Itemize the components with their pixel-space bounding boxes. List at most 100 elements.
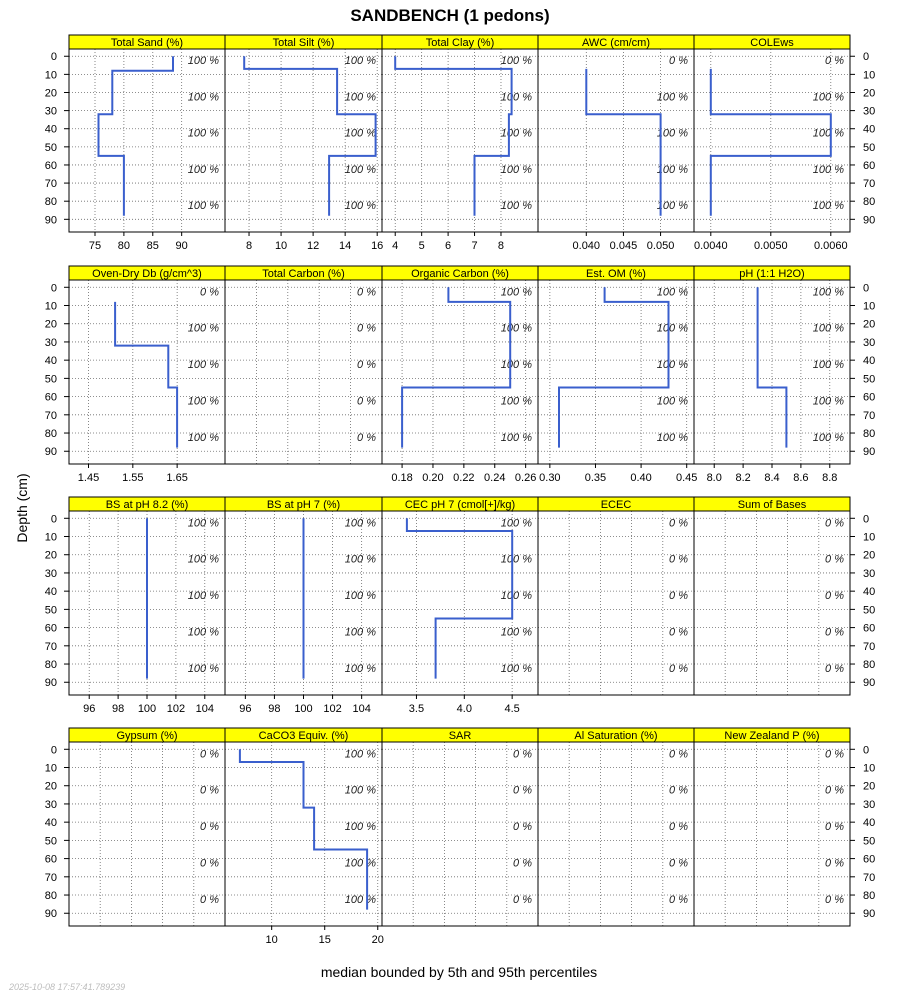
x-tick-label: 100 [138,703,156,715]
depth-tick-label: 40 [45,586,57,598]
pct-label: 100 % [188,432,219,444]
depth-tick-label: 80 [863,428,875,440]
pct-label: 100 % [657,128,688,140]
x-tick-label: 0.30 [539,472,560,484]
y-axis-label: Depth (cm) [14,473,30,542]
panel-2: Total Silt (%) 8 10 12 14 16 100 % 100 % 100 % 10… [224,34,383,252]
pct-label: 100 % [813,200,844,212]
x-tick-label: 0.0060 [814,240,848,252]
x-tick-label: 8 [246,240,252,252]
depth-tick-label: 0 [863,282,869,294]
pct-label: 100 % [345,590,376,602]
panel-strip-label: ECEC [601,499,632,511]
depth-tick-label: 60 [45,392,57,404]
panel-strip-label: Total Sand (%) [111,37,183,49]
pct-label: 100 % [657,432,688,444]
panel-17: CaCO3 Equiv. (%) 10 15 20 100 % 100 % 100 % 100… [224,727,384,946]
pct-label: 100 % [188,359,219,371]
x-tick-label: 8.6 [793,472,808,484]
depth-tick-label: 10 [863,532,875,544]
depth-tick-label: 70 [863,872,875,884]
pct-label: 100 % [657,359,688,371]
x-tick-label: 4.0 [457,703,472,715]
panel-20: New Zealand P (%) 0 % 0 % 0 % 0 % 0 % [693,727,851,927]
x-tick-label: 102 [323,703,341,715]
panel-strip-label: Al Saturation (%) [574,730,657,742]
pct-label: 0 % [669,821,688,833]
pct-label: 100 % [813,286,844,298]
pct-label: 0 % [825,55,844,67]
profile-line [97,56,174,216]
depth-tick-label: 20 [45,781,57,793]
x-tick-label: 0.35 [585,472,606,484]
panel-14: ECEC 0 % 0 % 0 % 0 % 0 % [537,496,695,696]
profile-line [756,287,788,448]
pct-label: 100 % [501,554,532,566]
x-tick-label: 1.45 [78,472,99,484]
pct-label: 0 % [513,785,532,797]
pct-label: 100 % [657,286,688,298]
pct-label: 0 % [825,554,844,566]
pct-label: 100 % [188,554,219,566]
pct-label: 0 % [513,894,532,906]
depth-tick-label: 90 [45,908,57,920]
panel-19: Al Saturation (%) 0 % 0 % 0 % 0 % 0 % [537,727,695,927]
depth-tick-label: 10 [45,763,57,775]
x-tick-label: 96 [239,703,251,715]
depth-tick-label: 40 [45,355,57,367]
depth-tick-label: 40 [45,124,57,136]
depth-tick-label: 30 [863,568,875,580]
pct-label: 100 % [813,359,844,371]
x-tick-label: 8.4 [764,472,779,484]
pct-label: 100 % [813,396,844,408]
depth-tick-label: 60 [863,160,875,172]
pct-label: 0 % [200,894,219,906]
x-tick-label: 0.24 [484,472,505,484]
pct-label: 0 % [669,748,688,760]
x-tick-label: 12 [307,240,319,252]
x-tick-label: 8 [498,240,504,252]
pct-label: 100 % [188,590,219,602]
depth-tick-label: 70 [45,178,57,190]
pct-label: 100 % [657,323,688,335]
profile-line [401,287,512,448]
pct-label: 0 % [825,821,844,833]
depth-tick-label: 70 [863,410,875,422]
x-tick-label: 98 [268,703,280,715]
x-tick-label: 7 [471,240,477,252]
pct-label: 100 % [657,396,688,408]
depth-tick-label: 50 [863,835,875,847]
panel-strip-label: BS at pH 8.2 (%) [106,499,189,511]
panel-1: Total Sand (%) 75 80 85 90 100 % 100 % 100 % 100… [68,34,226,252]
x-tick-label: 0.040 [573,240,601,252]
depth-tick-label: 20 [45,319,57,331]
profile-line [243,56,377,216]
pct-label: 0 % [200,785,219,797]
pct-label: 100 % [501,663,532,675]
depth-tick-label: 70 [863,641,875,653]
pct-label: 0 % [357,286,376,298]
x-tick-label: 10 [275,240,287,252]
panel-strip-label: CEC pH 7 (cmol[+]/kg) [405,499,515,511]
pct-label: 100 % [501,55,532,67]
panel-strip-label: Est. OM (%) [586,268,646,280]
depth-tick-label: 70 [45,410,57,422]
pct-label: 100 % [188,323,219,335]
pct-label: 0 % [200,748,219,760]
pct-label: 100 % [188,200,219,212]
x-tick-label: 0.26 [515,472,536,484]
x-tick-label: 4.5 [505,703,520,715]
depth-tick-label: 60 [45,160,57,172]
depth-tick-label: 60 [45,623,57,635]
x-tick-label: 98 [112,703,124,715]
depth-tick-label: 40 [45,817,57,829]
x-tick-label: 16 [371,240,383,252]
pct-label: 100 % [501,323,532,335]
depth-tick-label: 0 [863,51,869,63]
x-tick-label: 75 [89,240,101,252]
chart-title: SANDBENCH (1 pedons) [350,6,549,25]
depth-tick-label: 30 [45,799,57,811]
depth-tick-label: 40 [863,586,875,598]
pct-label: 100 % [188,164,219,176]
